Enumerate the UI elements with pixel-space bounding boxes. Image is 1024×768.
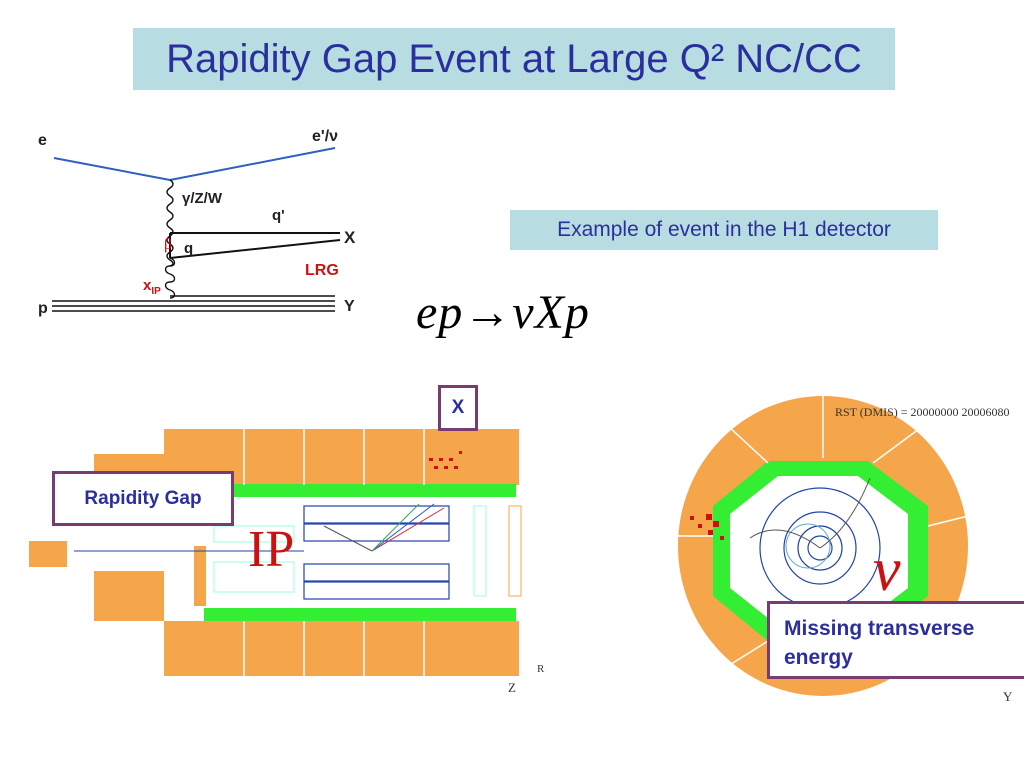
x-ip-subscript: IP bbox=[151, 286, 161, 297]
missing-et-label: Missing transverse energy bbox=[784, 614, 974, 672]
detector-side-view bbox=[14, 396, 544, 706]
axis-z-label: Z bbox=[508, 680, 516, 695]
label-x-ip: xIP bbox=[143, 277, 161, 297]
green-band-bottom bbox=[204, 608, 516, 621]
missing-et-line-1: Missing transverse bbox=[784, 617, 975, 640]
label-q-prime: q' bbox=[272, 207, 285, 224]
run-info-label: RST (DMIS) = 20000000 20006080 bbox=[835, 405, 1010, 419]
pomeron-line bbox=[164, 257, 176, 299]
quark-in-line bbox=[169, 239, 341, 259]
x-label: X bbox=[451, 397, 465, 418]
reaction-formula: ep→νXp bbox=[416, 286, 590, 339]
label-p: p bbox=[38, 300, 48, 317]
calo-forward bbox=[29, 541, 67, 567]
electron-out-line bbox=[169, 147, 336, 181]
x-ip-letter: x bbox=[143, 277, 152, 294]
label-e: e bbox=[38, 132, 47, 149]
rapidity-gap-label: Rapidity Gap bbox=[84, 488, 202, 509]
example-caption-box: Example of event in the H1 detector bbox=[510, 210, 938, 250]
electron-in-line bbox=[53, 157, 171, 181]
label-y: Y bbox=[344, 298, 355, 315]
page-title: Rapidity Gap Event at Large Q² NC/CC bbox=[166, 37, 862, 81]
neutrino-label: ν bbox=[873, 536, 901, 604]
example-caption: Example of event in the H1 detector bbox=[557, 218, 891, 241]
missing-et-callout: Missing transverse energy bbox=[767, 601, 1024, 679]
label-x: X bbox=[344, 228, 356, 247]
calo-bottom bbox=[164, 621, 519, 676]
axis-y-label: Y bbox=[1003, 689, 1013, 704]
feynman-diagram bbox=[52, 147, 341, 312]
label-q: q bbox=[184, 240, 194, 257]
green-band-top bbox=[204, 484, 516, 497]
x-callout: X bbox=[438, 385, 478, 431]
label-boson: γ/Z/W bbox=[182, 190, 222, 207]
calo-bottom-left bbox=[94, 571, 164, 621]
axis-r-label: R bbox=[537, 663, 545, 675]
label-e-out: e'/ν bbox=[312, 128, 339, 145]
missing-et-line-2: energy bbox=[784, 646, 853, 669]
label-beta: β bbox=[164, 236, 173, 253]
rapidity-gap-callout: Rapidity Gap bbox=[52, 471, 234, 526]
label-lrg: LRG bbox=[305, 262, 339, 279]
title-box: Rapidity Gap Event at Large Q² NC/CC bbox=[133, 28, 895, 90]
ip-label: IP bbox=[248, 521, 295, 578]
